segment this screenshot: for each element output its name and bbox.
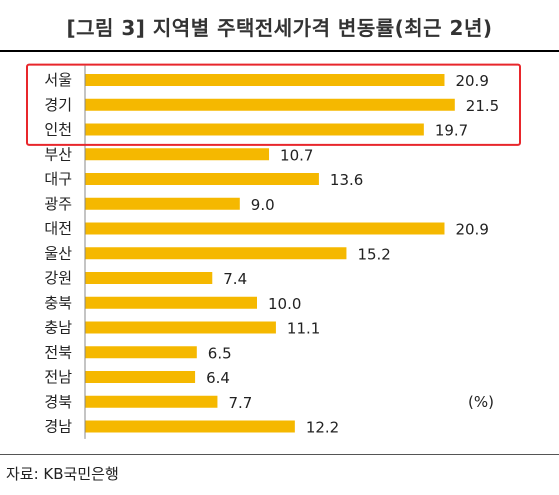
value-label: 19.7 [435,122,468,140]
bar-8 [85,272,213,284]
value-label: 20.9 [455,221,488,239]
value-label: 10.0 [268,295,301,313]
bar-0 [85,74,445,86]
category-label: 울산 [44,244,72,262]
value-label: 9.0 [251,196,275,214]
category-label: 대전 [44,220,72,238]
highlight-box [26,63,521,146]
value-label: 20.9 [455,72,488,90]
category-label: 인천 [44,121,72,139]
category-label: 경북 [44,393,72,411]
title-divider [0,50,559,52]
category-label: 경남 [44,418,72,436]
value-label: 6.4 [206,369,230,387]
bar-7 [85,247,347,260]
bar-1 [85,98,455,111]
bar-13 [85,395,218,408]
value-label: 21.5 [466,97,499,115]
bar-4 [85,173,319,185]
bar-10 [85,321,276,334]
bar-6 [85,222,445,235]
value-label: 12.2 [306,419,339,437]
category-label: 대구 [44,170,72,188]
bar-5 [85,197,240,210]
value-label: 11.1 [287,320,320,338]
chart-title: [그림 3] 지역별 주택전세가격 변동률(최근 2년) [66,16,493,40]
category-label: 부산 [44,145,72,163]
value-label: 7.4 [223,270,247,288]
category-label: 충남 [44,319,72,337]
value-label: 7.7 [228,394,252,412]
bar-11 [85,346,197,359]
category-label: 광주 [44,195,72,213]
bar-12 [85,371,196,383]
value-label: 13.6 [330,171,363,189]
bar-9 [85,296,257,309]
category-label: 전남 [44,368,72,386]
bar-14 [85,420,295,433]
category-label: 전북 [44,343,72,361]
category-label: 충북 [44,294,72,312]
category-label: 경기 [44,96,72,114]
category-label: 서울 [44,71,72,89]
bar-3 [85,148,270,161]
value-label: 15.2 [357,245,390,263]
value-label: 6.5 [208,344,232,362]
value-label: 10.7 [280,146,313,164]
source-divider [0,454,559,455]
category-label: 강원 [44,269,72,287]
source-note: 자료: KB국민은행 [6,465,119,483]
bar-2 [85,123,424,136]
unit-label: (%) [468,393,494,411]
